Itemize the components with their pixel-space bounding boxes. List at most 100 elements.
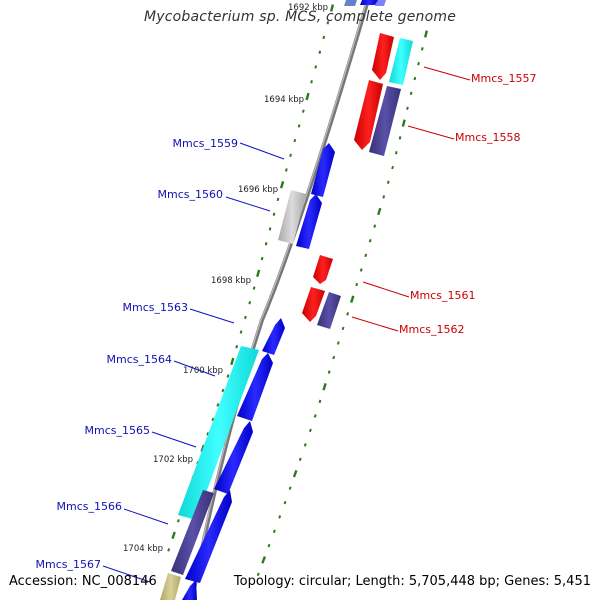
cds-forward-mmcs-1567 [182,580,197,600]
major-tick [329,4,335,12]
forward-strand-features [160,143,335,600]
major-tick [256,269,261,278]
minor-tick [314,65,318,69]
minor-tick [298,457,302,462]
cds-reverse-mmcs-1561 [313,255,333,284]
scale-label: 1698 kbp [211,276,251,286]
gene-label[interactable]: Mmcs_1564 [107,353,172,366]
major-tick [424,30,428,38]
minor-tick [303,443,307,447]
minor-tick [252,286,256,290]
minor-tick [216,403,220,407]
map-title: Mycobacterium sp. MCS, complete genome [143,9,457,25]
minor-tick [206,432,210,436]
blast-hit-cyan [178,346,259,520]
scale-label: 1702 kbp [153,455,193,465]
top-partial-features [344,0,386,6]
gene-label[interactable]: Mmcs_1565 [85,424,150,437]
minor-tick [267,543,271,548]
gene-label[interactable]: Mmcs_1560 [158,188,223,201]
scale-labels: 1692 kbp 1694 kbp 1696 kbp 1698 kbp 1700… [123,3,328,554]
minor-tick [293,138,297,143]
genome-backbone-highlight [190,0,368,600]
cds-forward [344,0,357,6]
major-tick [292,469,298,478]
blast-hit-cyan [389,38,413,85]
gene-label[interactable]: Mmcs_1559 [173,137,238,150]
cds-forward-mmcs-1560 [296,194,322,249]
minor-tick [297,124,301,128]
major-tick [200,444,206,452]
gene-label[interactable]: Mmcs_1566 [57,500,122,513]
minor-tick [409,91,413,96]
leader-line [123,508,169,525]
blast-hit-khaki [160,573,181,600]
scale-label: 1692 kbp [288,3,328,13]
minor-tick [368,239,372,243]
minor-tick [373,224,377,228]
minor-tick [394,151,398,155]
minor-tick [276,197,280,202]
minor-tick [364,253,368,258]
leader-line [239,142,285,160]
gene-label[interactable]: Mmcs_1563 [123,301,188,314]
minor-tick [341,326,345,331]
minor-tick [420,47,424,51]
gene-label[interactable]: Mmcs_1561 [410,289,475,302]
minor-tick [346,312,350,316]
scale-label: 1704 kbp [123,544,163,554]
minor-tick [398,136,402,140]
leader-line [151,431,197,448]
blast-hit-slate [369,86,401,156]
cds-reverse-mmcs-1562 [302,287,325,322]
major-tick [279,180,285,189]
minor-tick [313,414,317,418]
leader-line [407,125,455,140]
minor-tick [211,417,215,422]
leader-line [189,308,235,324]
major-tick [305,92,310,101]
gene-label[interactable]: Mmcs_1567 [36,558,101,571]
minor-tick [318,399,322,404]
minor-tick [264,242,268,246]
leader-line [225,196,271,212]
gene-label[interactable]: Mmcs_1558 [455,131,520,144]
gene-label[interactable]: Mmcs_1557 [471,72,536,85]
minor-tick [406,106,409,110]
minor-tick [235,345,239,349]
minor-tick [283,500,287,505]
minor-tick [239,330,243,334]
cds-reverse-mmcs-1557 [372,33,394,80]
scale-ticks-outer [256,30,428,577]
major-tick [401,119,406,127]
minor-tick [221,388,225,393]
minor-tick [244,315,247,320]
minor-tick [382,195,386,199]
minor-tick [332,355,336,360]
minor-tick [355,282,359,287]
major-tick [322,383,327,391]
minor-tick [272,212,276,216]
cds-forward-mmcs-1566 [185,490,232,583]
scale-label: 1696 kbp [238,185,278,195]
gene-label[interactable]: Mmcs_1562 [399,323,464,336]
blast-hit-slate [171,490,214,575]
minor-tick [176,519,180,523]
minor-tick [268,227,272,231]
reverse-strand-features [302,33,413,329]
cds-forward [360,0,378,5]
minor-tick [167,548,171,552]
accession-text: Accession: NC_008146 [9,574,157,589]
minor-tick [248,301,252,305]
major-tick [230,357,235,366]
gene-labels-forward: Mmcs_1559 Mmcs_1560 Mmcs_1563 Mmcs_1564 … [36,137,238,571]
major-tick [261,556,267,564]
genome-summary-text: Topology: circular; Length: 5,705,448 bp… [233,574,591,589]
minor-tick [327,370,331,374]
minor-tick [336,341,340,345]
minor-tick [413,76,417,81]
minor-tick [391,165,394,170]
leader-lines [102,66,471,583]
